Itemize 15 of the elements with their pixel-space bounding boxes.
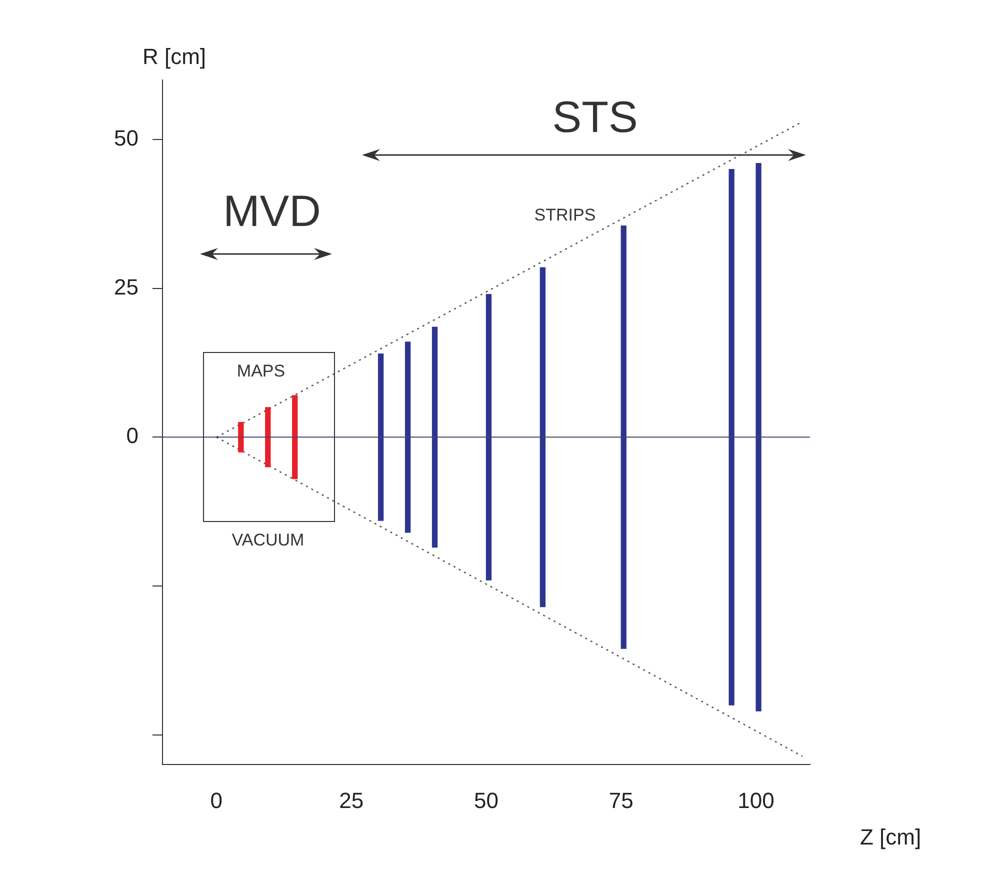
annotation: STS	[552, 93, 638, 142]
y-axis-title: R [cm]	[142, 44, 206, 70]
y-tick-label: 0	[126, 423, 138, 448]
x-tick-label: 75	[608, 788, 634, 813]
x-tick-label: 0	[210, 788, 223, 813]
y-tick-label: 25	[114, 274, 138, 300]
annotation: STRIPS	[534, 206, 596, 225]
annotation: MVD	[223, 187, 321, 236]
annotation: VACUUM	[232, 530, 304, 550]
x-axis-title: Z [cm]	[860, 824, 922, 850]
y-tick-label: 50	[114, 126, 138, 151]
x-tick-label: 25	[339, 788, 364, 813]
annotation: MAPS	[236, 362, 286, 381]
x-tick-label: 100	[738, 788, 774, 813]
x-tick-label: 50	[474, 788, 498, 813]
